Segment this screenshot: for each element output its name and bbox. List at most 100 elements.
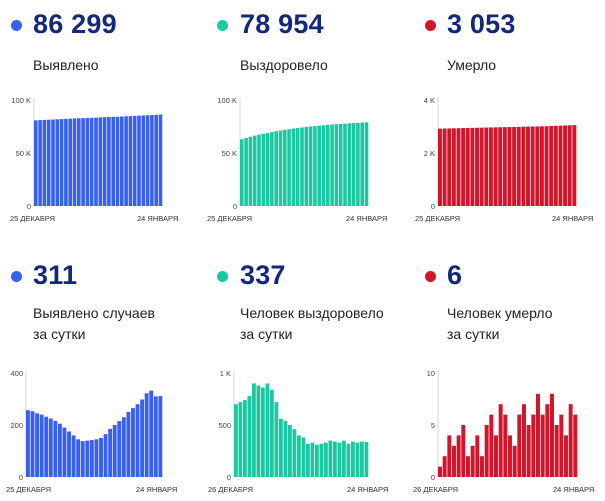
bar xyxy=(544,126,549,206)
bar xyxy=(243,400,247,477)
bar xyxy=(484,425,489,477)
bar xyxy=(545,404,550,477)
bar xyxy=(489,414,494,477)
bar xyxy=(112,425,117,477)
bar xyxy=(470,445,475,477)
bar xyxy=(442,456,447,477)
bar xyxy=(308,126,313,206)
y-tick-label: 2 K xyxy=(424,149,435,158)
daily-died-label-line2: за сутки xyxy=(447,326,500,342)
y-tick-label: 10 xyxy=(427,369,435,378)
bar xyxy=(310,442,315,477)
bar xyxy=(351,123,356,206)
bar xyxy=(128,116,133,206)
x-tick-label-end: 24 ЯНВАРЯ xyxy=(346,214,387,223)
bar xyxy=(30,411,35,477)
bar xyxy=(234,404,238,477)
x-tick-label-end: 24 ЯНВАРЯ xyxy=(552,214,593,223)
total-detected-label: Выявлено xyxy=(33,57,99,73)
bar xyxy=(291,128,296,206)
bar xyxy=(103,434,108,477)
bar xyxy=(484,127,489,206)
bar xyxy=(530,126,535,206)
bar xyxy=(480,456,484,477)
bar xyxy=(295,127,300,206)
bar xyxy=(554,425,559,477)
x-tick-label-start: 25 ДЕКАБРЯ xyxy=(6,485,51,494)
bar xyxy=(456,128,461,206)
bar xyxy=(240,139,244,206)
bar xyxy=(466,456,470,477)
bar xyxy=(328,440,333,477)
bar xyxy=(68,118,72,206)
bar xyxy=(539,126,544,206)
bar xyxy=(447,128,452,206)
bar xyxy=(26,410,30,477)
bar xyxy=(288,425,292,477)
bar xyxy=(154,114,158,206)
bar xyxy=(252,135,257,206)
dot-icon xyxy=(217,271,228,282)
bar xyxy=(516,126,521,206)
y-tick-label: 0 xyxy=(233,202,237,211)
bar xyxy=(535,126,540,206)
bar xyxy=(153,396,158,477)
bar xyxy=(343,123,347,206)
bar xyxy=(342,440,346,477)
bar xyxy=(71,435,76,477)
bar xyxy=(355,442,360,477)
bar xyxy=(438,128,442,206)
bar xyxy=(57,423,62,477)
detected-total-chart: 0 50 K 100 K 25 ДЕКАБРЯ 24 ЯНВАРЯ xyxy=(10,96,178,223)
bar xyxy=(278,130,283,206)
bar xyxy=(261,387,265,477)
bar xyxy=(461,425,466,477)
bar xyxy=(297,435,301,477)
x-tick-label-start: 25 ДЕКАБРЯ xyxy=(415,214,460,223)
bar xyxy=(135,404,140,477)
total-detected-number: 86 299 xyxy=(33,9,117,39)
bar xyxy=(334,124,339,206)
bar xyxy=(324,442,328,477)
bar xyxy=(53,420,58,477)
bar xyxy=(144,393,149,477)
bar xyxy=(475,127,479,206)
y-tick-label: 0 xyxy=(431,473,435,482)
bar xyxy=(313,126,317,206)
bar xyxy=(531,414,536,477)
bar xyxy=(461,128,466,206)
bar xyxy=(508,435,512,477)
bar xyxy=(44,416,49,477)
bar xyxy=(512,126,517,206)
y-tick-label: 100 K xyxy=(11,96,31,105)
bar xyxy=(315,444,319,477)
bar xyxy=(564,435,568,477)
bar xyxy=(140,399,145,477)
bar xyxy=(563,125,568,206)
bar xyxy=(111,116,115,206)
bar xyxy=(568,404,573,477)
detected-daily-chart: 0 200 400 25 ДЕКАБРЯ 24 ЯНВАРЯ xyxy=(6,369,177,494)
bar xyxy=(120,116,124,206)
bar xyxy=(261,133,266,206)
bar xyxy=(59,119,64,206)
bar xyxy=(85,440,90,477)
bar xyxy=(550,393,554,477)
bar xyxy=(124,116,128,206)
bar xyxy=(141,115,146,206)
bar xyxy=(38,120,42,206)
bar xyxy=(317,125,321,206)
bar xyxy=(572,125,577,206)
bar xyxy=(558,125,563,206)
bar xyxy=(257,134,261,206)
bar xyxy=(451,128,456,206)
daily-recovered-number: 337 xyxy=(240,260,286,290)
bar xyxy=(131,408,135,477)
bar xyxy=(274,131,278,206)
bar xyxy=(77,118,81,206)
bar xyxy=(62,427,67,477)
bar xyxy=(494,435,498,477)
bar xyxy=(270,389,274,477)
bar xyxy=(248,136,253,206)
bar xyxy=(346,443,351,477)
